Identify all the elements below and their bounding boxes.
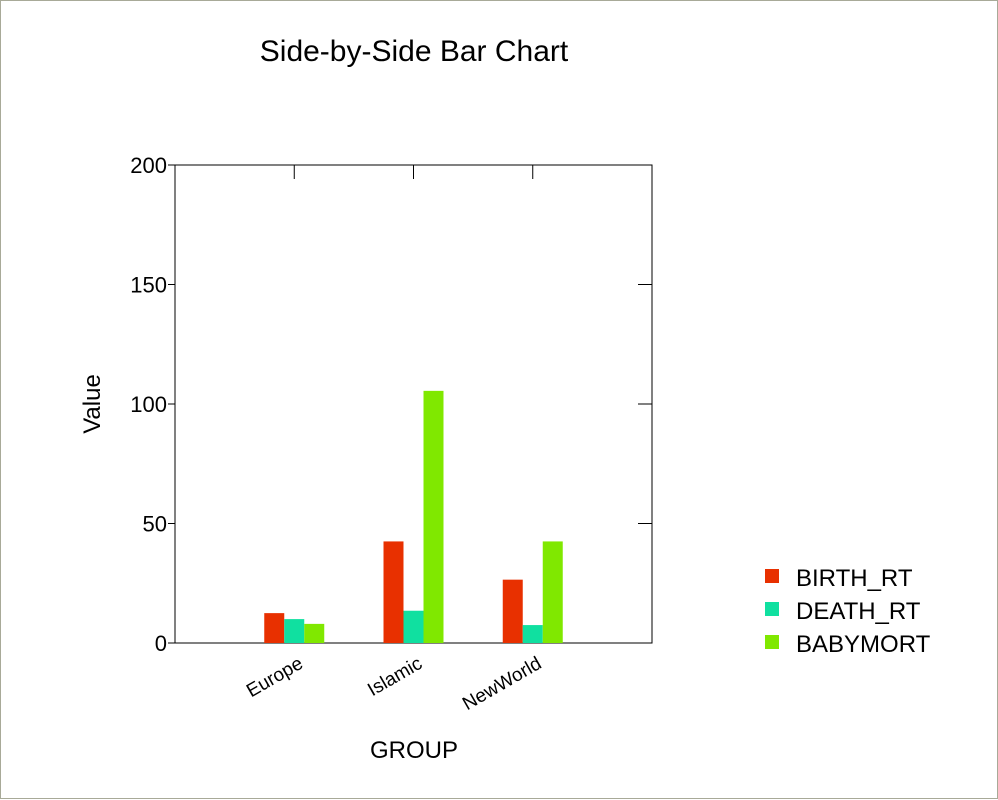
y-tick-label: 150 bbox=[130, 273, 167, 298]
legend-label: BABYMORT bbox=[796, 631, 931, 658]
bar-death-rt-newworld bbox=[522, 625, 543, 643]
bar-death-rt-europe bbox=[284, 619, 305, 643]
x-tick-label: Europe bbox=[243, 653, 307, 702]
y-tick-label: 50 bbox=[143, 512, 167, 537]
x-axis-title: GROUP bbox=[370, 737, 458, 764]
x-tick-label: NewWorld bbox=[459, 653, 545, 715]
bar-babymort-europe bbox=[304, 623, 325, 643]
bar-birth-rt-newworld bbox=[502, 579, 523, 643]
y-tick-label: 0 bbox=[155, 631, 167, 656]
y-axis-ticks: 0 50 100 150 200 bbox=[130, 153, 652, 656]
plot-area bbox=[174, 164, 653, 644]
bar-babymort-newworld bbox=[542, 541, 563, 643]
bar-birth-rt-islamic bbox=[383, 541, 404, 643]
legend: BIRTH_RT DEATH_RT BABYMORT bbox=[765, 565, 931, 658]
y-tick-label: 100 bbox=[130, 392, 167, 417]
legend-label: BIRTH_RT bbox=[796, 565, 913, 592]
x-tick-label: Islamic bbox=[364, 653, 426, 701]
bar-death-rt-islamic bbox=[403, 610, 424, 643]
y-tick-label: 200 bbox=[130, 153, 167, 178]
legend-swatch bbox=[765, 569, 779, 583]
legend-label: DEATH_RT bbox=[796, 598, 921, 625]
legend-swatch bbox=[765, 602, 779, 616]
chart-title: Side-by-Side Bar Chart bbox=[260, 35, 569, 68]
bars bbox=[264, 390, 563, 643]
legend-swatch bbox=[765, 635, 779, 649]
bar-birth-rt-europe bbox=[264, 613, 285, 643]
bar-babymort-islamic bbox=[423, 390, 444, 643]
y-axis-title: Value bbox=[79, 374, 106, 434]
